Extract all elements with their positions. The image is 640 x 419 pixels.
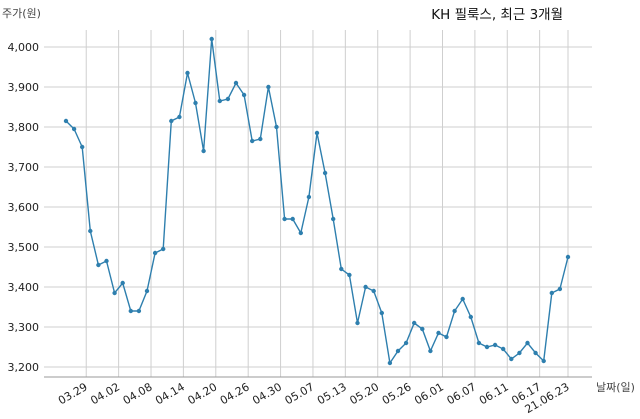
data-point [509,356,514,362]
x-tick-label: 05.07 [283,380,317,407]
y-tick-labels: 3,200 3,300 3,400 3,500 3,600 3,700 3,800 3,900… [8,41,40,374]
data-point [233,80,239,86]
data-point [371,288,376,294]
data-point [274,124,279,130]
y-axis-label: 주가(원) [2,7,41,20]
data-point [468,314,473,320]
data-point [355,320,360,326]
data-point [501,346,506,352]
x-tick-label: 05.26 [380,380,414,407]
data-point [541,358,546,364]
data-point [476,340,482,346]
data-point [403,340,409,346]
x-tick-label: 04.02 [88,380,122,407]
data-point [420,326,425,332]
data-point [460,296,465,302]
data-point [185,70,190,76]
y-tick-label: 4,000 [8,41,40,54]
grid-layer [44,30,592,377]
x-tick-label: 06.01 [412,380,446,407]
data-point [104,258,109,264]
data-point [80,144,85,150]
y-tick-label: 3,300 [8,321,40,334]
data-point [484,344,490,350]
data-point [412,320,417,326]
chart-title: KH 필룩스, 최근 3개월 [431,7,563,23]
x-tick-label: 04.20 [186,380,220,407]
data-point [193,100,198,106]
data-point [492,342,498,348]
data-point [533,350,538,356]
y-tick-label: 3,600 [8,201,40,214]
data-point [112,290,117,296]
data-point [387,360,393,366]
y-tick-label: 3,800 [8,121,40,134]
data-point [452,308,457,314]
x-tick-label: 05.13 [315,380,349,407]
data-point [250,138,255,144]
data-point [152,250,158,256]
data-point [136,308,142,314]
x-tick-label: 06.11 [477,380,511,407]
data-point [144,288,150,294]
data-point [298,230,303,236]
data-point [169,118,174,124]
x-tick-label: 04.30 [250,380,284,407]
y-tick-label: 3,900 [8,81,40,94]
data-point [339,266,344,272]
x-tick-labels: 03.2904.0204.0804.1404.2004.2604.3005.07… [56,380,572,416]
x-axis-label: 날짜(일) [596,380,635,394]
data-point [306,194,312,200]
x-tick-label: 05.20 [347,380,381,407]
data-point [395,348,401,354]
series-line [65,38,569,365]
data-point [177,114,182,120]
y-tick-label: 3,200 [8,361,40,374]
data-point [120,280,125,286]
x-tick-label: 04.26 [218,380,252,407]
data-point [225,96,231,102]
y-tick-label: 3,500 [8,241,40,254]
data-point [331,216,336,222]
data-point [322,170,328,176]
data-point [241,92,247,98]
data-point [128,308,133,314]
data-point [428,348,433,354]
data-point [517,350,522,356]
data-point [290,216,295,222]
data-point [525,340,530,346]
data-point [266,84,271,90]
data-point [161,246,166,252]
data-point [63,118,69,124]
data-point [209,36,214,42]
data-point [444,334,449,340]
x-tick-label: 03.29 [56,380,90,407]
data-point [88,228,93,234]
data-point [565,254,571,260]
data-point [96,262,101,268]
data-point [557,286,563,292]
data-point [363,284,368,290]
data-point [258,136,263,142]
data-point [282,216,287,222]
data-point [549,290,554,296]
data-point [71,126,77,132]
data-point [217,98,222,104]
data-point [436,330,441,336]
data-point [347,272,352,278]
series-layer [63,36,571,366]
y-tick-label: 3,700 [8,161,40,174]
data-point [379,310,384,316]
y-tick-label: 3,400 [8,281,40,294]
data-point [201,148,206,154]
x-tick-label: 04.08 [121,380,155,407]
x-tick-label: 06.07 [445,380,479,407]
x-tick-label: 04.14 [153,380,187,407]
data-point [314,130,320,136]
